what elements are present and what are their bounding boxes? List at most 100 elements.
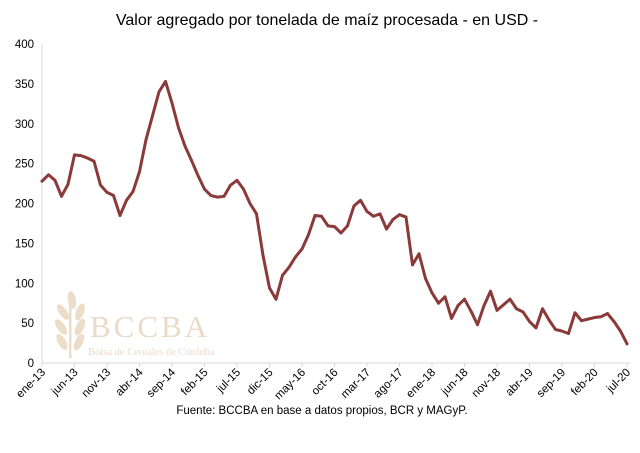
- data-point: [60, 194, 63, 198]
- data-point: [469, 309, 473, 313]
- data-point: [300, 247, 304, 251]
- data-point: [547, 318, 551, 322]
- x-tick-label: sep-19: [535, 367, 568, 400]
- data-point: [73, 153, 76, 157]
- y-axis-ticks: 0 50 100 150 200 250 300 350 400: [15, 39, 34, 370]
- data-point: [274, 297, 278, 301]
- data-point: [534, 326, 538, 330]
- x-axis-ticks: ene-13 jun-13 nov-13 abr-14 sep-14 feb-15 jul-…: [14, 363, 633, 402]
- data-point: [391, 218, 395, 221]
- series-points: [40, 80, 629, 346]
- data-point: [593, 316, 596, 319]
- x-tick-label: ago-17: [372, 367, 406, 401]
- data-point: [313, 214, 317, 217]
- data-point: [385, 227, 388, 231]
- data-point: [235, 178, 239, 182]
- data-point: [541, 307, 544, 311]
- data-point: [320, 214, 323, 218]
- data-point: [489, 289, 492, 293]
- data-point: [463, 297, 466, 301]
- data-point: [255, 212, 258, 216]
- y-tick-label: 200: [15, 199, 34, 211]
- data-point: [365, 210, 369, 213]
- data-point: [599, 315, 603, 319]
- data-point: [430, 291, 434, 295]
- data-point: [209, 194, 213, 197]
- data-point: [112, 194, 115, 197]
- data-point: [229, 183, 232, 187]
- data-point: [307, 233, 310, 237]
- y-tick-label: 150: [15, 238, 34, 250]
- data-point: [424, 277, 427, 280]
- data-point: [339, 231, 343, 235]
- data-point: [105, 190, 109, 194]
- data-point: [528, 320, 531, 323]
- data-point: [586, 317, 590, 321]
- data-point: [268, 286, 271, 290]
- data-point: [151, 114, 154, 118]
- data-point: [437, 301, 440, 305]
- data-point: [47, 173, 50, 177]
- x-tick-label: jun-18: [439, 367, 471, 399]
- x-tick-label: ene-18: [404, 367, 438, 401]
- data-point: [495, 308, 499, 312]
- data-point: [508, 297, 512, 301]
- data-point: [92, 159, 96, 163]
- data-point: [326, 224, 330, 228]
- data-point: [378, 212, 382, 216]
- data-point: [183, 144, 187, 148]
- data-point: [515, 307, 518, 311]
- y-tick-label: 100: [15, 278, 34, 290]
- x-tick-label: ene-13: [14, 367, 48, 401]
- data-point: [372, 214, 375, 218]
- data-point: [359, 198, 362, 202]
- data-point: [554, 328, 557, 331]
- data-point: [131, 190, 135, 193]
- data-point: [580, 319, 583, 323]
- watermark-brand: BCCBA: [90, 309, 210, 344]
- x-tick-label: oct-16: [310, 367, 341, 398]
- chart-title: Valor agregado por tonelada de maíz proc…: [116, 12, 538, 29]
- data-point: [53, 178, 57, 182]
- data-point: [625, 342, 629, 346]
- data-point: [612, 320, 616, 323]
- y-tick-label: 300: [15, 119, 34, 131]
- series-line: [40, 79, 629, 346]
- data-point: [619, 329, 622, 333]
- data-point: [66, 182, 70, 186]
- data-point: [99, 183, 102, 187]
- data-point: [170, 101, 174, 105]
- x-tick-label: mar-17: [339, 367, 373, 401]
- data-point: [196, 174, 200, 177]
- x-tick-label: jul-20: [604, 367, 633, 396]
- x-tick-label: abr-19: [504, 367, 536, 399]
- data-point: [294, 255, 297, 259]
- data-point: [411, 263, 414, 267]
- data-point: [242, 187, 245, 191]
- data-point: [352, 204, 356, 208]
- data-point: [521, 310, 525, 314]
- data-point: [40, 179, 44, 183]
- x-tick-label: jul-15: [214, 367, 243, 396]
- x-tick-label: nov-18: [470, 367, 503, 400]
- x-tick-label: sep-14: [145, 366, 179, 400]
- data-point: [144, 138, 148, 142]
- x-tick-label: may-16: [273, 367, 309, 403]
- data-point: [287, 265, 291, 269]
- data-point: [573, 311, 577, 315]
- data-point: [476, 323, 479, 327]
- data-point: [606, 312, 609, 315]
- data-point: [248, 202, 252, 205]
- data-point: [443, 295, 447, 299]
- data-point: [157, 90, 161, 94]
- data-point: [118, 214, 122, 217]
- y-tick-label: 400: [15, 39, 34, 51]
- data-point: [190, 159, 193, 162]
- data-point: [138, 170, 141, 174]
- data-point: [502, 303, 505, 307]
- bccba-watermark: BCCBA Bolsa de Cereales de Córdoba: [54, 291, 215, 358]
- data-point: [346, 224, 349, 228]
- source-note: Fuente: BCCBA en base a datos propios, B…: [176, 405, 467, 417]
- x-tick-label: feb-20: [569, 367, 601, 399]
